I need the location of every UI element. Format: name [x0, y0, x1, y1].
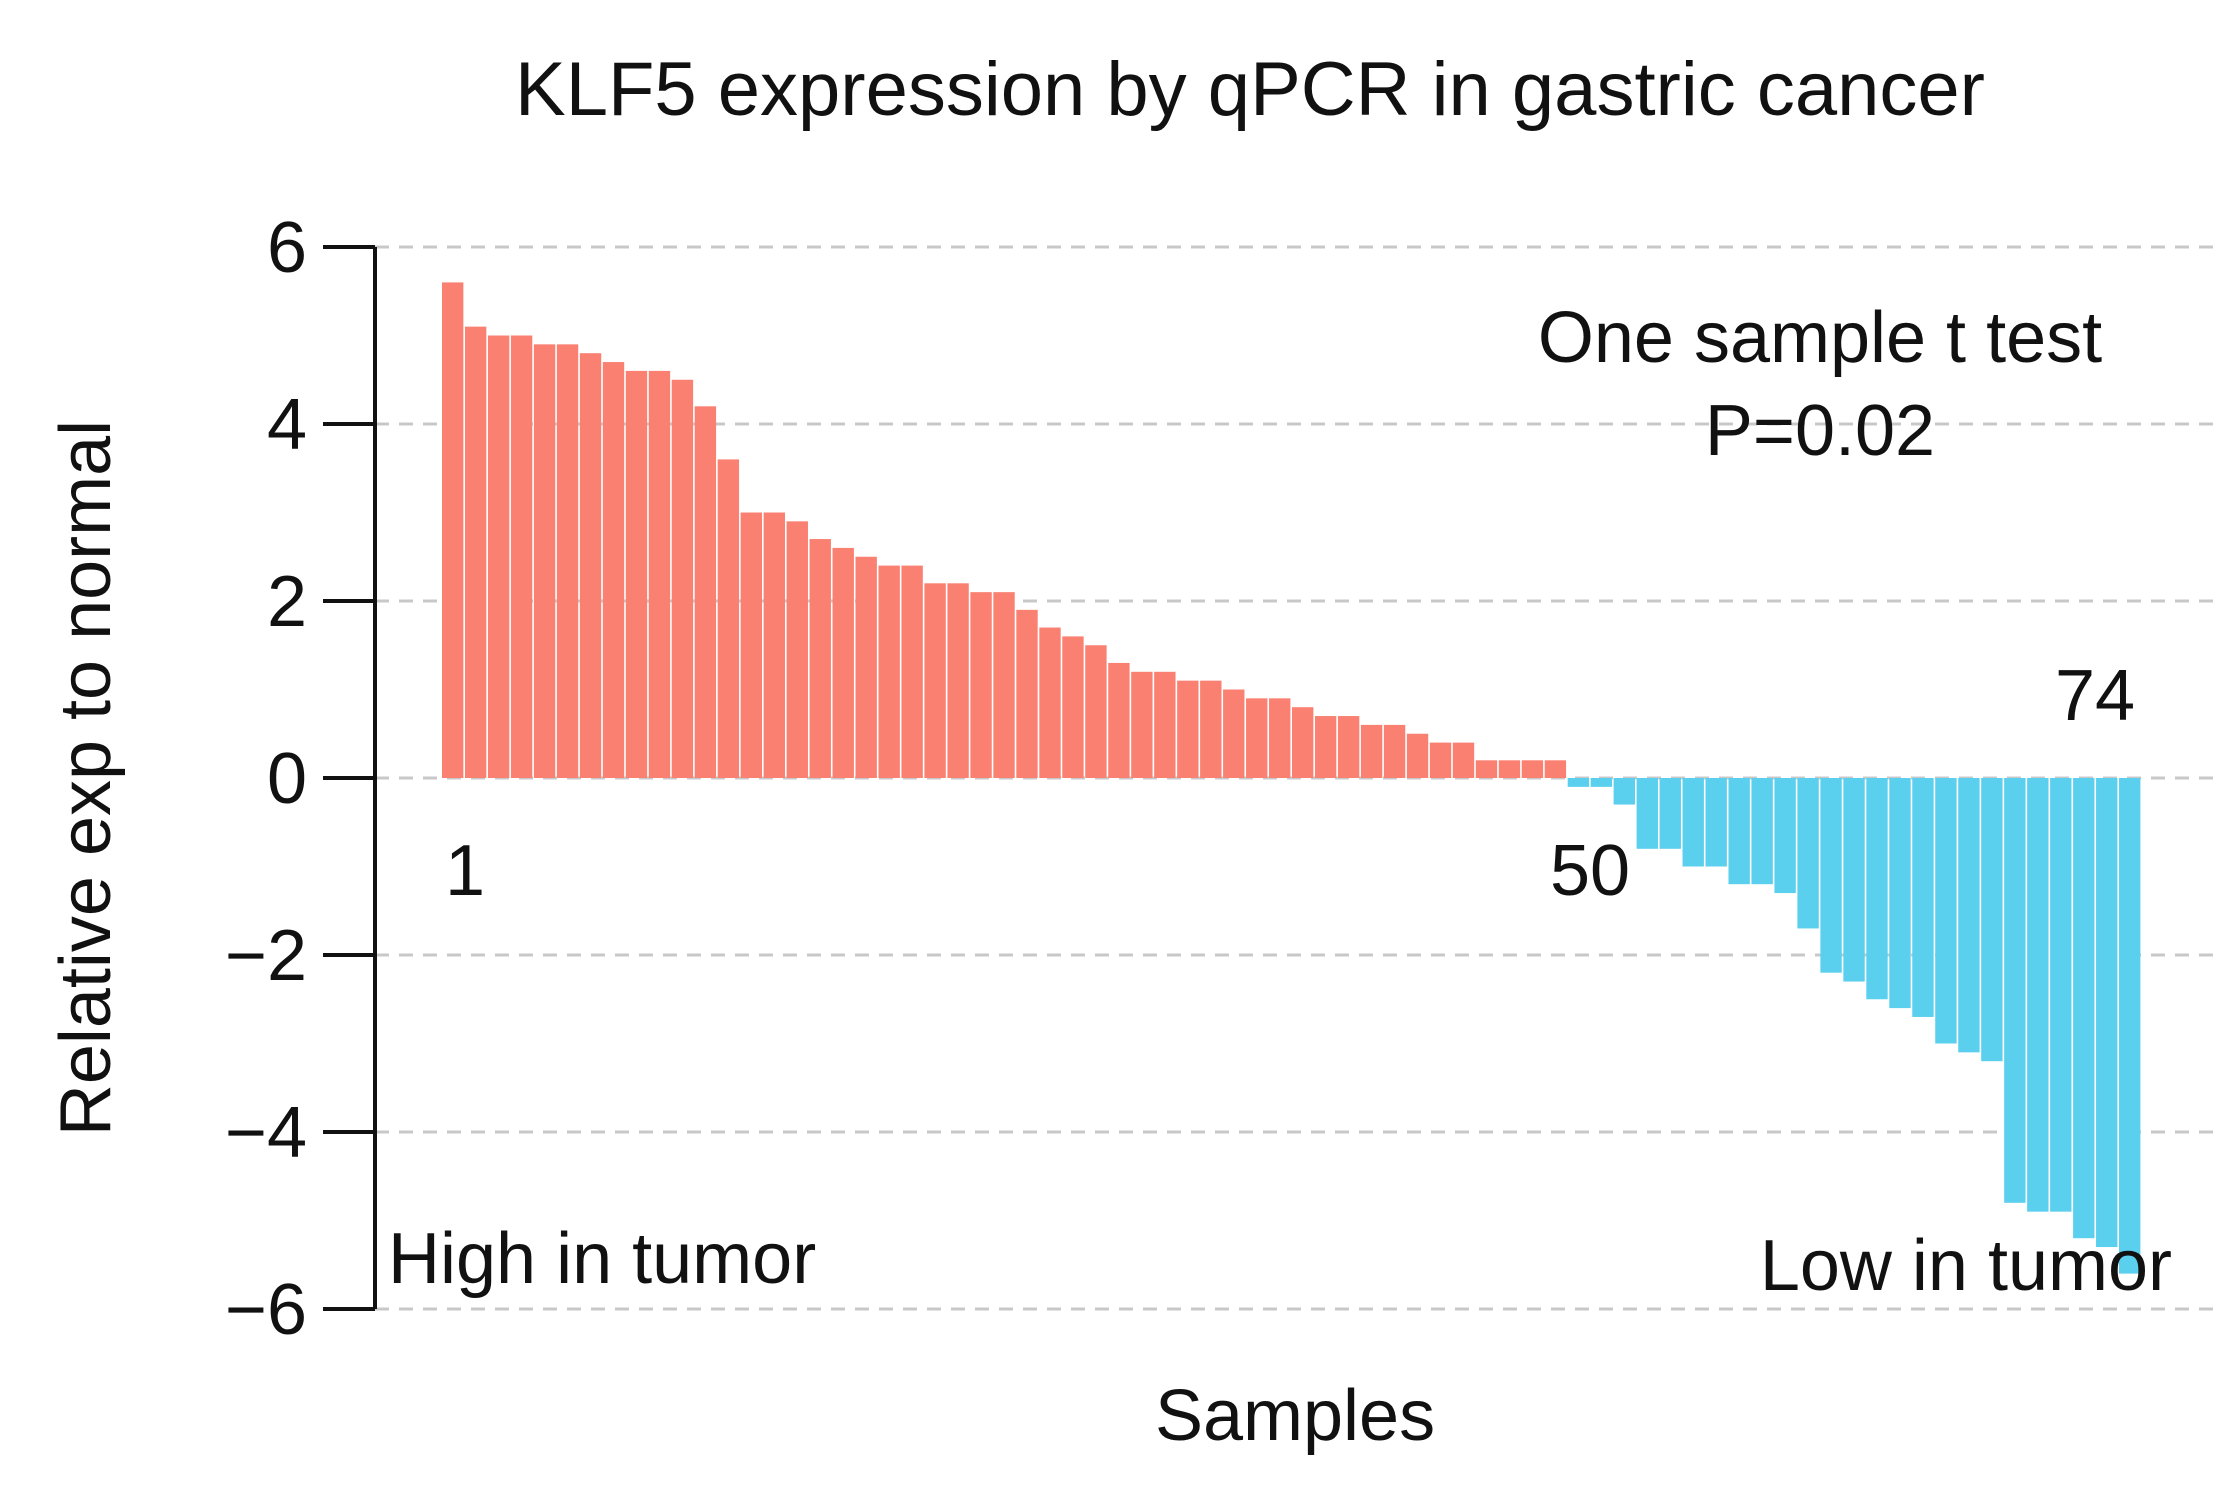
bar [625, 370, 648, 778]
y-axis-label: Relative exp to normal [46, 420, 126, 1136]
bar [1383, 724, 1406, 778]
y-tick-label: −6 [225, 1270, 307, 1350]
bar [970, 592, 992, 778]
bar [878, 565, 900, 778]
bar [2050, 778, 2072, 1212]
bar [1314, 716, 1337, 778]
first-sample-index: 1 [445, 831, 485, 911]
bar [1797, 778, 1819, 929]
bar [1820, 778, 1842, 973]
bar [1154, 671, 1176, 778]
mid-sample-index: 50 [1550, 831, 1630, 911]
bar [1774, 778, 1796, 894]
bar [1935, 778, 1957, 1044]
bar [671, 379, 694, 778]
chart-title: KLF5 expression by qPCR in gastric cance… [515, 47, 1985, 132]
bar [855, 556, 877, 778]
bar [924, 583, 946, 778]
bar [1062, 636, 1084, 778]
x-axis-label: Samples [1155, 1376, 1435, 1456]
bar [1292, 707, 1314, 778]
bar [2096, 778, 2118, 1248]
bar [947, 583, 969, 778]
bar [763, 512, 785, 778]
test-name-label: One sample t test [1538, 298, 2102, 378]
bar [556, 344, 579, 778]
y-tick-label: 6 [267, 208, 307, 288]
low-in-tumor-label: Low in tumor [1760, 1226, 2172, 1306]
bar [1200, 680, 1222, 778]
bar [740, 512, 763, 778]
bar [648, 370, 671, 778]
bar [1452, 742, 1475, 778]
bar [1728, 778, 1750, 885]
bar [602, 362, 625, 778]
bar [1567, 778, 1590, 787]
bar [1085, 645, 1107, 778]
bar [1108, 662, 1130, 778]
bar [1223, 689, 1245, 778]
bar [1981, 778, 2003, 1062]
bar [1659, 778, 1681, 849]
bar [487, 335, 510, 778]
y-tick-label: −4 [225, 1093, 307, 1173]
bar [1475, 760, 1498, 778]
bar [2027, 778, 2049, 1212]
bar [1682, 778, 1704, 867]
bar [464, 326, 487, 778]
y-tick-label: 2 [267, 562, 307, 642]
bar [1406, 733, 1429, 778]
bar [1613, 778, 1635, 805]
bar [510, 335, 533, 778]
bar [1544, 760, 1567, 778]
y-axis: 6 4 2 0 −2 −4 −6 [225, 208, 377, 1350]
bar [1016, 609, 1038, 778]
bar [1177, 680, 1199, 778]
p-value-label: P=0.02 [1705, 391, 1935, 471]
bar [1039, 627, 1061, 778]
high-in-tumor-label: High in tumor [388, 1219, 816, 1299]
bar [2004, 778, 2026, 1203]
bar [1958, 778, 1980, 1053]
bar [2119, 778, 2141, 1274]
bar [1636, 778, 1658, 849]
bar [1866, 778, 1888, 1000]
bar [1360, 724, 1383, 778]
bar [1889, 778, 1911, 1009]
bar [1337, 716, 1360, 778]
y-tick-label: 4 [267, 385, 307, 465]
bar [717, 459, 740, 778]
y-tick-label: 0 [267, 739, 307, 819]
bar [1843, 778, 1865, 982]
bar [1131, 671, 1153, 778]
y-tick-label: −2 [225, 916, 307, 996]
bar [694, 406, 717, 778]
bar [1751, 778, 1773, 885]
bar [901, 565, 923, 778]
bar [1498, 760, 1521, 778]
bar [786, 521, 808, 778]
bar [1269, 698, 1291, 778]
last-sample-index: 74 [2055, 656, 2135, 736]
bar [533, 344, 556, 778]
bar [1705, 778, 1727, 867]
bar [1246, 698, 1268, 778]
bar [579, 353, 602, 778]
bar [809, 539, 831, 778]
bar [832, 547, 854, 778]
y-ticks: 6 4 2 0 −2 −4 −6 [225, 208, 375, 1350]
bar [1521, 760, 1544, 778]
bars [442, 282, 2141, 1274]
bar [442, 282, 464, 778]
bar [1912, 778, 1934, 1017]
bar [993, 592, 1015, 778]
bar [1590, 778, 1613, 787]
bar [1429, 742, 1452, 778]
bar [2073, 778, 2095, 1239]
